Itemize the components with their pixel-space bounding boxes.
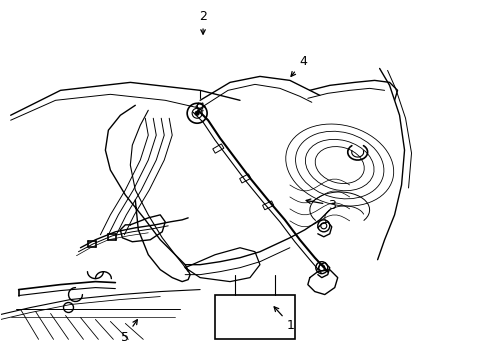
Text: 4: 4 bbox=[290, 55, 306, 76]
Bar bbox=[215, 294, 294, 339]
Text: 3: 3 bbox=[305, 199, 336, 212]
Text: 1: 1 bbox=[274, 307, 294, 332]
Circle shape bbox=[195, 111, 199, 115]
Text: 5: 5 bbox=[121, 320, 137, 344]
Text: 2: 2 bbox=[199, 10, 206, 34]
